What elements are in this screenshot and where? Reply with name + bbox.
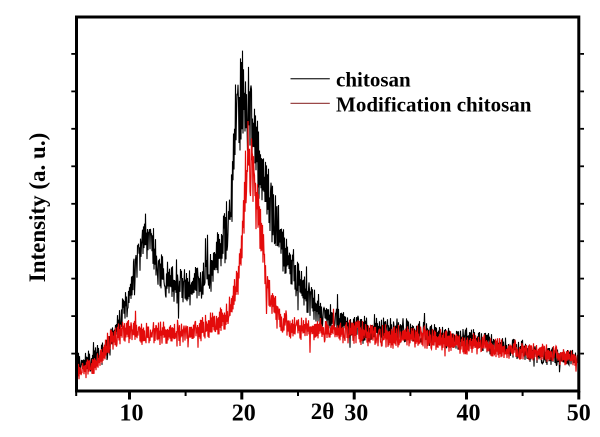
svg-text:50: 50 [567,401,591,427]
svg-text:10: 10 [120,401,144,427]
svg-text:20: 20 [232,401,256,427]
svg-text:30: 30 [344,401,368,427]
svg-text:chitosan: chitosan [336,68,411,92]
svg-text:40: 40 [457,401,481,427]
svg-text:2θ: 2θ [311,399,335,424]
svg-text:Intensity (a. u.): Intensity (a. u.) [25,133,50,283]
svg-text:Modification chitosan: Modification chitosan [336,93,532,117]
